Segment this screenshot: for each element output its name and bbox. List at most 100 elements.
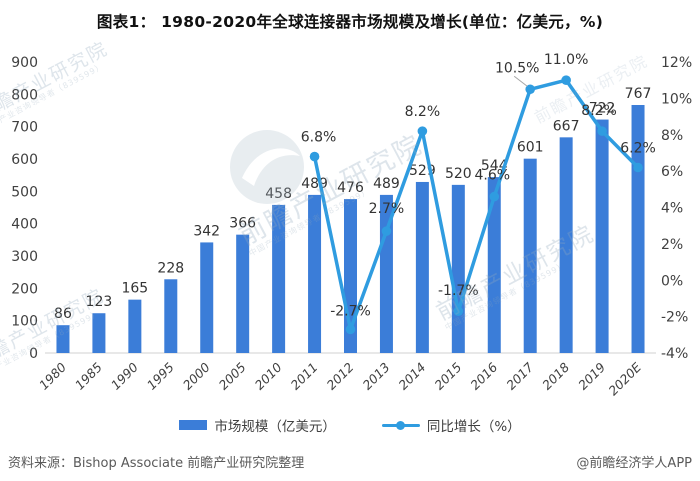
bar-2015 [451, 184, 465, 353]
right-axis-tick-0: 0% [661, 273, 683, 289]
left-axis-tick-600: 600 [11, 152, 38, 168]
left-axis-tick-200: 200 [11, 281, 38, 297]
line-point-2019 [597, 126, 607, 136]
growth-value-label-2018: 11.0% [544, 52, 588, 68]
x-axis-label-2016: 2016 [467, 359, 500, 392]
line-point-2018 [561, 75, 571, 85]
x-axis-label-2005: 2005 [216, 359, 249, 392]
legend-label: 同比增长（%） [426, 419, 521, 435]
growth-value-label-2013: 2.7% [369, 201, 405, 217]
x-axis-label-2013: 2013 [359, 359, 392, 392]
x-axis-label-1995: 1995 [144, 359, 177, 392]
bar-value-label-1990: 165 [121, 281, 148, 297]
line-point-2016 [489, 191, 500, 202]
left-axis-tick-0: 0 [29, 346, 38, 362]
bar-value-label-1995: 228 [157, 260, 184, 276]
bar-2014 [415, 181, 429, 353]
x-axis-label-2015: 2015 [431, 359, 464, 392]
x-axis-label-1990: 1990 [108, 359, 141, 392]
growth-value-label-2014: 8.2% [405, 104, 441, 120]
left-axis-tick-100: 100 [11, 314, 38, 330]
left-axis-tick-700: 700 [11, 120, 38, 136]
left-axis-tick-500: 500 [11, 184, 38, 200]
legend-item-yoy-growth: 同比增长（%） [381, 415, 521, 435]
line-point-2013 [381, 226, 392, 236]
bar-value-label-2018: 667 [553, 118, 580, 134]
line-point-2012 [345, 324, 356, 335]
growth-value-label-2015: -1.7% [438, 283, 479, 299]
chart-title: 图表1： 1980-2020年全球连接器市场规模及增长(单位：亿美元，%) [96, 13, 604, 31]
bar-value-label-2005: 366 [229, 216, 256, 232]
bar-2010 [272, 204, 286, 353]
growth-value-label-2012: -2.7% [330, 303, 371, 319]
line-point-2020E [633, 162, 643, 173]
legend-label: 市场规模（亿美元） [214, 419, 336, 435]
x-axis-label-2010: 2010 [252, 359, 285, 392]
growth-value-label-2011: 6.8% [301, 130, 337, 146]
x-axis-label-2014: 2014 [395, 359, 428, 392]
chart-footer: 资料来源：Bishop Associate 前瞻产业研究院整理 @前瞻经济学人A… [8, 452, 692, 471]
line-point-2017 [525, 84, 536, 95]
source-text: 资料来源：Bishop Associate 前瞻产业研究院整理 [8, 456, 305, 471]
left-axis-tick-300: 300 [11, 249, 38, 265]
x-axis-label-2017: 2017 [503, 359, 536, 392]
left-axis-tick-900: 900 [11, 55, 38, 71]
bar-value-label-2000: 342 [193, 223, 220, 239]
bar-1990 [128, 299, 142, 353]
growth-value-label-2017: 10.5% [495, 60, 539, 76]
right-axis-tick-4: 4% [661, 201, 683, 217]
chart-canvas: 0 100 200 300 400 500 600 700 800 900 -4% -2% 0% 2% 4%… [11, 52, 692, 398]
legend-bar-swatch-icon [179, 420, 208, 430]
x-axis-label-2018: 2018 [539, 359, 572, 392]
bar-value-label-1985: 123 [86, 294, 113, 310]
bar-value-label-2011: 489 [301, 176, 328, 192]
bar-2017 [523, 158, 537, 353]
bar-value-label-2020E: 767 [625, 86, 652, 102]
bar-value-label-2019: 722 [589, 101, 616, 117]
x-axis-label-1985: 1985 [72, 359, 105, 392]
right-axis-tick-8: 8% [661, 128, 683, 144]
growth-line [312, 78, 640, 332]
bar-2016 [487, 177, 501, 353]
label-leader-line [513, 75, 528, 87]
bar-2005 [236, 234, 250, 353]
right-axis-tick--2: -2% [661, 310, 688, 326]
growth-value-label-2020E: 6.2% [620, 140, 656, 156]
left-axis-tick-400: 400 [11, 217, 38, 233]
bar-1995 [164, 279, 178, 353]
growth-value-label-2019: 8.2% [581, 103, 617, 119]
line-point-2015 [453, 306, 464, 316]
right-axis-tick--4: -4% [661, 346, 688, 362]
chart-legend: 市场规模（亿美元） 同比增长（%） [0, 415, 700, 435]
bar-2000 [200, 242, 214, 353]
x-axis-label-1980: 1980 [36, 359, 69, 392]
right-axis-tick-10: 10% [661, 91, 692, 107]
growth-value-label-2016: 4.6% [474, 168, 510, 184]
bar-value-label-2013: 489 [373, 176, 400, 192]
bar-1980 [56, 325, 70, 353]
x-axis-label-2000: 2000 [180, 359, 213, 392]
x-axis-label-2012: 2012 [324, 359, 357, 392]
bar-value-label-1980: 86 [54, 306, 72, 322]
bar-value-label-2016: 544 [481, 158, 508, 174]
bar-2018 [559, 137, 573, 353]
legend-item-market-size: 市场规模（亿美元） [179, 415, 336, 435]
x-axis-label-2011: 2011 [288, 360, 321, 393]
bar-2011 [308, 194, 322, 353]
bar-value-label-2015: 520 [445, 166, 472, 182]
x-axis-label-2020E: 2020E [605, 359, 644, 398]
credit-text: @前瞻经济学人APP [576, 456, 692, 471]
legend-line-swatch-icon [381, 420, 420, 430]
right-axis-tick-6: 6% [661, 164, 683, 180]
bar-value-label-2017: 601 [517, 140, 544, 156]
bar-value-label-2010: 458 [265, 186, 292, 202]
bar-2019 [595, 119, 609, 353]
bar-1985 [92, 313, 106, 353]
bar-value-label-2012: 476 [337, 180, 364, 196]
line-point-2011 [309, 151, 320, 162]
x-axis-label-2019: 2019 [575, 359, 608, 392]
right-axis-tick-12: 12% [661, 55, 692, 71]
left-axis-tick-800: 800 [11, 87, 38, 103]
right-axis-tick-2: 2% [661, 237, 683, 253]
